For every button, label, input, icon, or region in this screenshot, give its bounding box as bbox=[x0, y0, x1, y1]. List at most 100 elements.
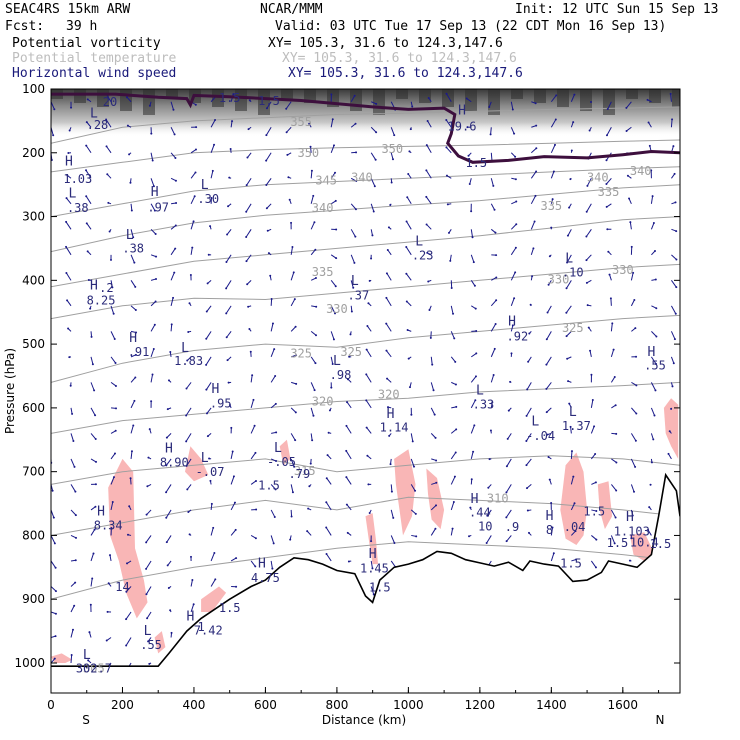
wind-arrow bbox=[85, 145, 92, 154]
wind-arrow bbox=[471, 353, 477, 358]
wind-arrow bbox=[590, 453, 596, 460]
wind-arrow-head bbox=[386, 377, 389, 380]
wind-arrow-head bbox=[86, 250, 89, 253]
wind-arrow-head bbox=[528, 332, 531, 335]
wind-arrow-head bbox=[209, 225, 212, 228]
wind-arrow-head bbox=[295, 382, 298, 385]
wind-arrow-head bbox=[210, 502, 213, 505]
wind-arrow-head bbox=[435, 504, 438, 507]
wind-arrow-head bbox=[94, 505, 97, 508]
strat-dark-cell bbox=[235, 89, 247, 111]
wind-arrow-head bbox=[489, 133, 492, 136]
wind-arrow bbox=[490, 203, 495, 210]
pv-label: 1.5 bbox=[369, 581, 391, 595]
wind-arrow bbox=[66, 300, 72, 307]
wind-arrow-head bbox=[594, 481, 597, 484]
wind-arrow bbox=[70, 407, 73, 414]
wind-arrow-head bbox=[326, 454, 329, 457]
pv-label: -.07 bbox=[196, 465, 225, 479]
wind-arrow bbox=[470, 400, 476, 409]
wind-arrow bbox=[166, 535, 172, 543]
wind-arrow-head bbox=[514, 271, 517, 274]
wind-arrow bbox=[170, 127, 176, 135]
theta-label: 350 bbox=[381, 142, 403, 156]
wind-arrow-head bbox=[332, 144, 335, 147]
wind-arrow-head bbox=[573, 93, 576, 96]
wind-arrow-head bbox=[205, 363, 208, 366]
wind-arrow-head bbox=[515, 200, 518, 203]
wind-arrow-head bbox=[531, 275, 534, 278]
wind-arrow-head bbox=[85, 144, 88, 147]
wind-arrow bbox=[606, 177, 612, 185]
wind-arrow-head bbox=[53, 542, 56, 545]
wind-arrow bbox=[130, 377, 136, 383]
x-tick-label: 600 bbox=[254, 698, 277, 712]
wind-arrow-head bbox=[227, 381, 230, 384]
wind-arrow-head bbox=[315, 334, 318, 337]
wind-arrow bbox=[85, 195, 92, 205]
theta-label: 305 bbox=[83, 662, 105, 676]
wind-arrow-head bbox=[229, 148, 232, 151]
wind-arrow-head bbox=[312, 194, 315, 197]
pv-label: .04 bbox=[564, 520, 586, 534]
wind-arrow-head bbox=[385, 322, 388, 325]
wind-arrow bbox=[51, 560, 57, 569]
wind-arrow-head bbox=[474, 307, 477, 310]
wind-arrow bbox=[405, 273, 412, 281]
extremum-marker: L bbox=[144, 624, 152, 639]
wind-arrow bbox=[110, 381, 117, 387]
wind-arrow-head bbox=[607, 250, 610, 253]
pv-label: 14 bbox=[115, 580, 129, 594]
wind-arrow bbox=[186, 382, 192, 389]
wind-arrow bbox=[490, 374, 495, 383]
wind-arrow bbox=[370, 178, 376, 187]
wind-arrow bbox=[265, 177, 272, 186]
wind-arrow-head bbox=[147, 640, 150, 643]
wind-arrow bbox=[51, 254, 52, 255]
wind-arrow-head bbox=[310, 169, 313, 172]
wind-arrow-head bbox=[208, 457, 211, 460]
wind-arrow bbox=[430, 505, 437, 511]
wind-arrow-head bbox=[466, 126, 469, 129]
wind-arrow-head bbox=[48, 405, 50, 407]
wind-arrow bbox=[586, 254, 592, 261]
wind-arrow bbox=[350, 280, 354, 288]
wind-arrow-head bbox=[94, 483, 97, 486]
wind-arrow bbox=[90, 529, 96, 536]
theta-contour-line bbox=[51, 381, 680, 434]
wind-arrow-head bbox=[675, 286, 678, 289]
wind-arrow-head bbox=[309, 462, 312, 465]
extremum-marker: H bbox=[387, 407, 395, 422]
wind-arrow-head bbox=[266, 229, 269, 232]
x-end-label-north: N bbox=[656, 713, 665, 727]
wind-arrow bbox=[507, 433, 512, 440]
wind-arrow-head bbox=[445, 146, 448, 149]
wind-arrow-head bbox=[393, 134, 396, 137]
wind-arrow-head bbox=[271, 567, 274, 570]
theta-label: 325 bbox=[340, 345, 362, 359]
wind-arrow-head bbox=[132, 236, 135, 239]
extremum-marker: H bbox=[186, 609, 194, 624]
wind-arrow-head bbox=[635, 355, 638, 358]
wind-arrow bbox=[610, 484, 617, 491]
wind-arrow-head bbox=[628, 559, 631, 562]
wind-arrow-head bbox=[405, 300, 408, 303]
pv-label: 1.5 bbox=[465, 156, 487, 170]
wind-arrow-head bbox=[654, 389, 657, 392]
wind-arrow-head bbox=[106, 610, 109, 613]
strat-dark-cell bbox=[672, 89, 680, 107]
wind-arrow-head bbox=[113, 337, 116, 340]
wind-arrow-head bbox=[514, 246, 517, 249]
wind-arrow-head bbox=[146, 617, 149, 620]
wind-arrow-head bbox=[210, 197, 213, 200]
theta-label: 330 bbox=[326, 302, 348, 316]
wind-arrow-head bbox=[174, 179, 177, 182]
strat-dark-cell bbox=[557, 89, 569, 107]
wind-arrow bbox=[530, 147, 537, 154]
wind-arrow-head bbox=[511, 324, 514, 327]
wind-arrow-head bbox=[272, 542, 275, 545]
wind-arrow bbox=[570, 451, 573, 459]
wind-arrow bbox=[90, 433, 97, 440]
wind-arrow-head bbox=[115, 407, 118, 410]
wind-arrow bbox=[310, 433, 313, 441]
